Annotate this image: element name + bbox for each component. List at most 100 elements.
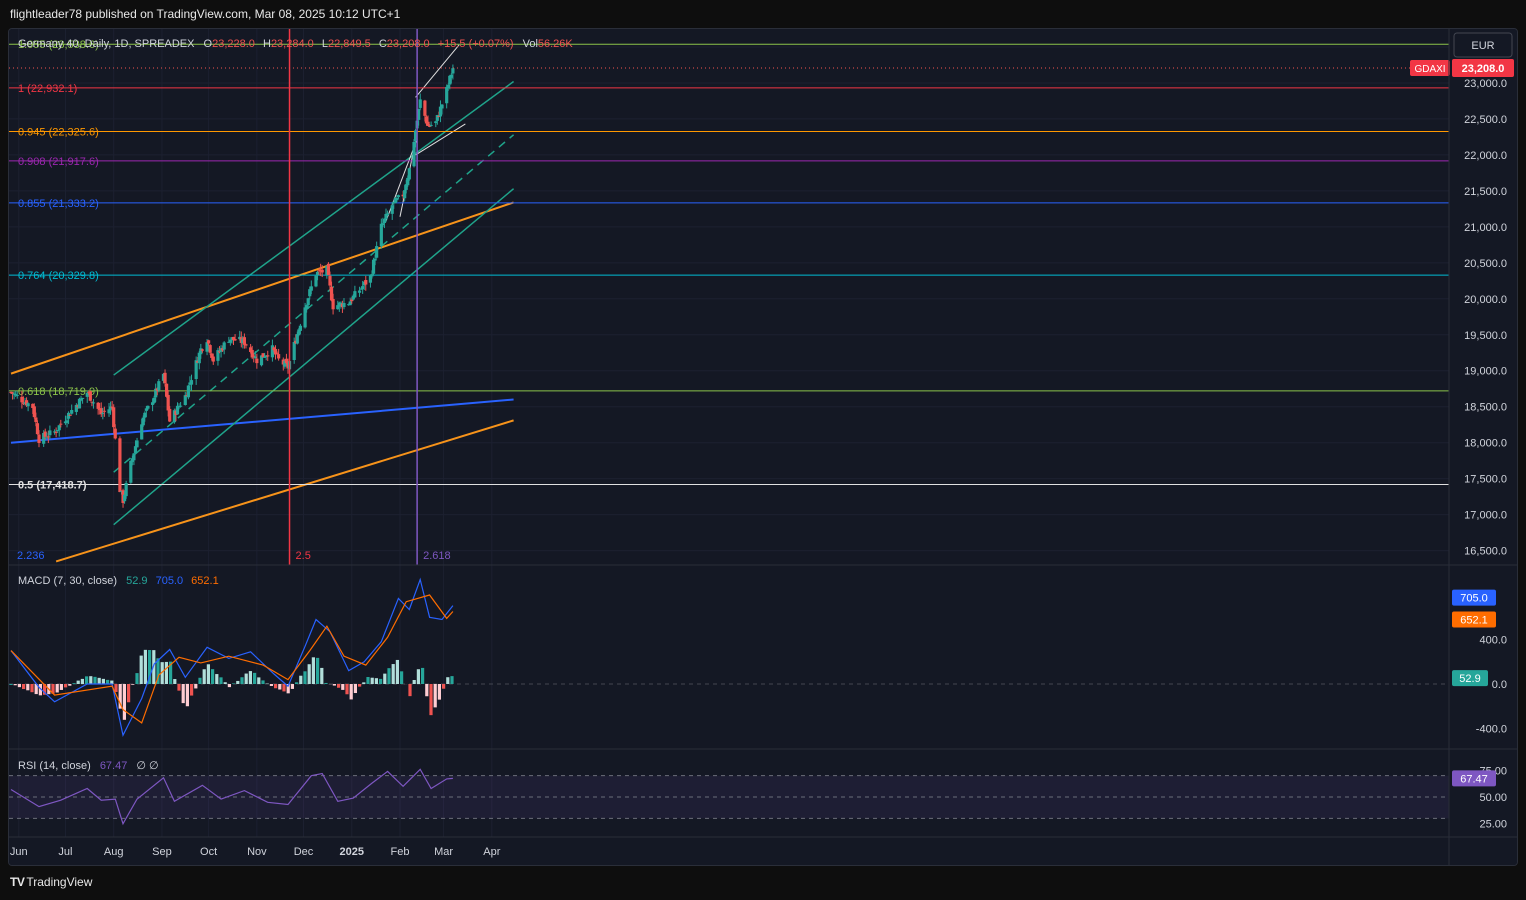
candle-body (231, 336, 236, 340)
legend: Germany 40, Daily, 1D, SPREADEX O23,228.… (18, 38, 573, 50)
macd-histogram-bar (26, 684, 30, 691)
candle-body (244, 344, 248, 346)
candle-body (255, 358, 259, 364)
price-axis-label: 16,500.0 (1464, 546, 1507, 558)
candle-body (445, 86, 449, 104)
time-marker-label: 2.5 (296, 550, 311, 562)
candle-body (37, 434, 41, 443)
candle-body (315, 271, 320, 276)
macd-histogram-bar (316, 657, 320, 684)
macd-histogram-bar (295, 682, 299, 684)
macd-axis-label: 0.0 (1492, 679, 1507, 691)
macd-histogram-bar (173, 679, 177, 684)
candle-body (406, 177, 410, 186)
macd-histogram-bar (143, 649, 147, 684)
axes: JunJulAugSepOctNovDec2025FebMarApr23,500… (9, 42, 1514, 858)
candle-body (199, 348, 203, 355)
candle-body (200, 349, 204, 351)
candle-body (228, 339, 232, 343)
macd-pane (9, 577, 1449, 737)
macd-histogram-bar (122, 684, 126, 720)
candle-body (132, 453, 136, 461)
candle-body (371, 259, 376, 274)
candle-body (359, 288, 363, 290)
candle-body (197, 352, 201, 364)
candle-body (429, 124, 433, 126)
candle-body (306, 298, 310, 306)
macd-histogram-bar (227, 684, 231, 688)
candle-body (426, 121, 430, 127)
candle-body (140, 424, 144, 440)
macd-histogram-bar (110, 680, 114, 684)
wedge-lower (415, 123, 466, 156)
candle-body (328, 275, 332, 286)
price-axis-label: 18,000.0 (1464, 438, 1507, 450)
candle-body (326, 263, 331, 275)
candle-body (438, 106, 443, 117)
legend-high-label: H (263, 38, 271, 50)
macd-histogram-bar (269, 684, 273, 686)
legend-low: 22,849.5 (328, 38, 371, 50)
rsi-extra: ∅ ∅ (136, 760, 158, 772)
macd-histogram-bar (181, 684, 185, 704)
candle-body (45, 437, 49, 439)
candle-body (412, 141, 416, 167)
candle-body (46, 436, 50, 438)
chart-frame[interactable]: 1.055 (23,538.6) 1 (22,932.1) 0.945 (22,32… (8, 28, 1518, 866)
legend-vol: 56.26K (538, 38, 574, 50)
candle-body (56, 429, 60, 431)
candle-body (342, 303, 346, 308)
candle-body (233, 339, 237, 341)
macd-histogram-bar (421, 667, 425, 684)
candle-body (261, 353, 265, 358)
candle-body (20, 396, 24, 403)
price-axis-label: 20,500.0 (1464, 258, 1507, 270)
candle-body (395, 198, 399, 201)
candle-body (175, 405, 180, 415)
macd-histogram-bar (131, 684, 135, 685)
price-axis-label: 19,000.0 (1464, 366, 1507, 378)
candle-body (390, 205, 394, 214)
macd-histogram-bar (34, 684, 38, 695)
candle-body (424, 116, 429, 124)
candle-body (14, 394, 18, 396)
currency-button[interactable] (1453, 32, 1513, 58)
candle-body (34, 417, 38, 423)
macd-histogram-bar (89, 676, 93, 684)
legend-vol-label: Vol (523, 38, 538, 50)
macd-histogram-bar (22, 684, 26, 690)
candle-body (15, 394, 19, 396)
candle-body (418, 99, 422, 108)
macd-histogram-bar (101, 678, 105, 684)
macd-histogram-bar (194, 684, 198, 689)
macd-histogram-bar (211, 669, 215, 684)
candle-body (96, 402, 100, 409)
macd-histogram-bar (51, 684, 55, 694)
candle-body (403, 190, 407, 199)
candle-body (434, 121, 438, 123)
time-axis-label: Nov (247, 846, 267, 858)
candle-body (396, 195, 401, 198)
wedge-upper (415, 44, 460, 98)
macd-histogram-bar (93, 676, 97, 684)
chart-svg[interactable]: 1.055 (23,538.6) 1 (22,932.1) 0.945 (22,32… (9, 29, 1517, 865)
candle-body (370, 274, 374, 277)
footer: TV TradingView (0, 868, 1526, 900)
candle-body (172, 410, 176, 423)
tradingview-logo[interactable]: TV TradingView (10, 875, 92, 889)
macd-value-tag (1452, 589, 1496, 606)
macd-histogram-bar (156, 658, 160, 684)
candle-body (59, 423, 63, 425)
time-axis-label: Mar (434, 846, 453, 858)
macd-hist-tag (1452, 670, 1488, 687)
macd-histogram-bar (139, 655, 143, 684)
macd-histogram-bar (400, 671, 404, 684)
fib-level-label: 0.764 (20,329.8) (18, 270, 99, 282)
candle-body (375, 246, 379, 258)
macd-histogram-bar (412, 679, 416, 684)
channel-lower (113, 188, 515, 526)
macd-histogram-bar (215, 674, 219, 684)
candle-body (150, 402, 155, 405)
macd-histogram-bar (387, 668, 391, 684)
candle-body (305, 305, 309, 309)
